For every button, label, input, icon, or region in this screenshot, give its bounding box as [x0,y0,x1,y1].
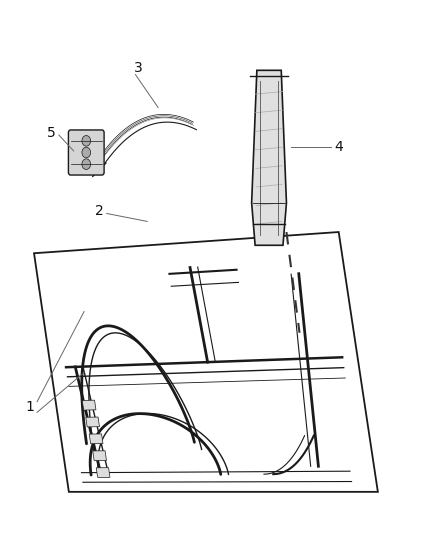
Text: 2: 2 [95,204,104,218]
Text: 1: 1 [25,400,34,414]
Polygon shape [82,400,96,410]
Polygon shape [93,451,106,461]
Polygon shape [86,417,99,427]
Text: 3: 3 [134,61,143,75]
Text: 4: 4 [334,140,343,154]
Polygon shape [252,70,286,245]
FancyBboxPatch shape [68,130,104,175]
Circle shape [82,147,91,158]
Polygon shape [89,434,103,444]
Polygon shape [96,467,110,478]
Circle shape [82,159,91,169]
Text: 5: 5 [47,126,56,140]
Circle shape [82,135,91,146]
